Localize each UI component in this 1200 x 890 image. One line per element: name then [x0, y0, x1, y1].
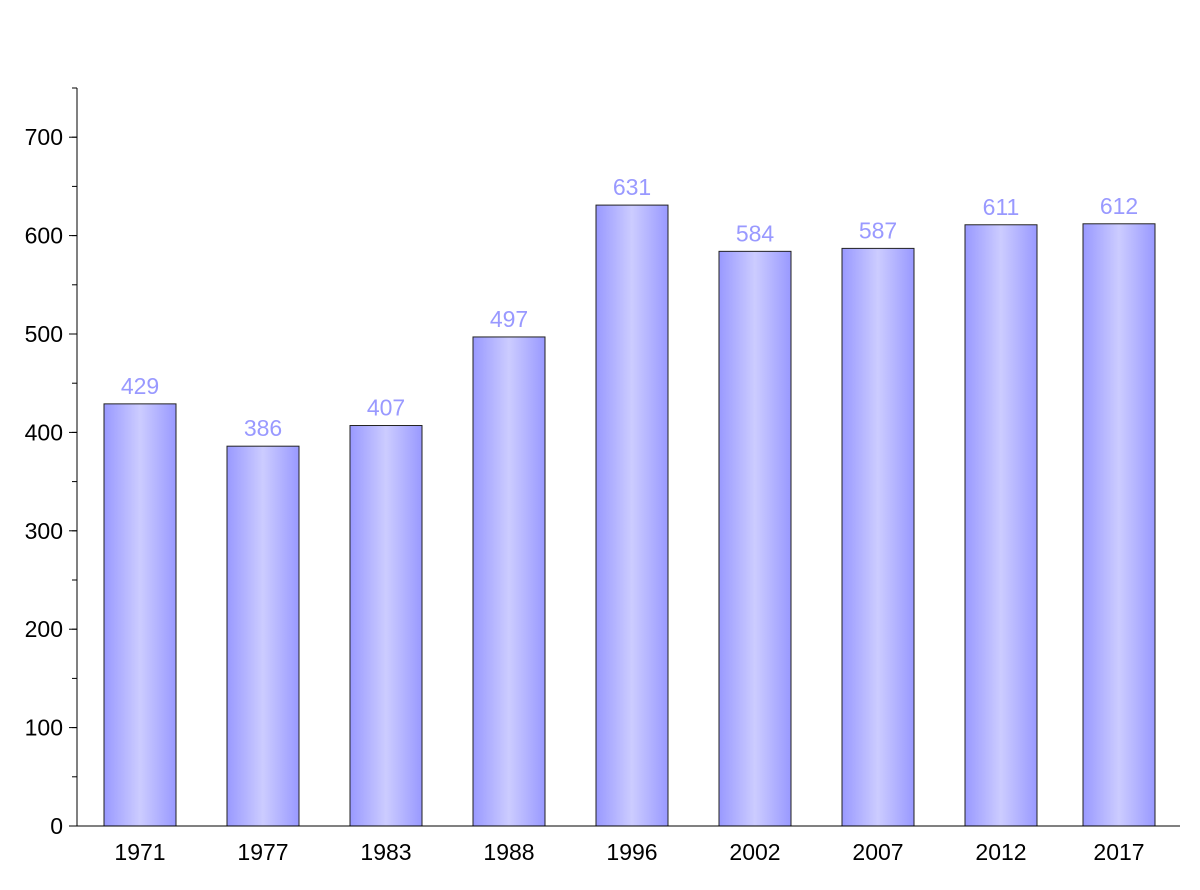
y-tick-label-200: 200 — [25, 616, 63, 642]
bar-2007 — [841, 247, 915, 827]
bar-2012 — [964, 224, 1038, 827]
y-tick-label-600: 600 — [25, 223, 63, 249]
data-label-2007: 587 — [859, 217, 897, 243]
data-label-1996: 631 — [613, 174, 651, 200]
x-tick-label-1971: 1971 — [114, 839, 165, 865]
bar-1983 — [349, 425, 423, 827]
x-tick-label-2012: 2012 — [975, 839, 1026, 865]
bar-1977 — [226, 445, 300, 827]
bars-layer — [103, 204, 1156, 827]
x-tick-label-1977: 1977 — [237, 839, 288, 865]
data-label-2002: 584 — [736, 220, 775, 246]
x-tick-label-1988: 1988 — [483, 839, 534, 865]
y-tick-label-400: 400 — [25, 419, 63, 445]
x-tick-label-1996: 1996 — [606, 839, 657, 865]
bar-1996 — [595, 204, 669, 827]
bar-1971 — [103, 403, 177, 827]
bar-2002 — [718, 250, 792, 827]
x-tick-label-2007: 2007 — [852, 839, 903, 865]
y-tick-label-100: 100 — [25, 715, 63, 741]
labels-layer: 429 1971 386 1977 407 1983 497 1988 631 1996 584 20… — [25, 124, 1145, 865]
bar-2017 — [1082, 223, 1156, 827]
bar-1988 — [472, 336, 546, 827]
x-tick-label-1983: 1983 — [360, 839, 411, 865]
data-label-1988: 497 — [490, 306, 528, 332]
axes-layer — [69, 87, 1180, 827]
x-tick-label-2017: 2017 — [1093, 839, 1144, 865]
data-label-2017: 612 — [1100, 193, 1138, 219]
y-tick-label-500: 500 — [25, 321, 63, 347]
data-label-1977: 386 — [244, 415, 282, 441]
y-tick-label-700: 700 — [25, 124, 63, 150]
data-label-1983: 407 — [367, 395, 405, 421]
data-label-1971: 429 — [121, 373, 159, 399]
data-label-2012: 611 — [983, 194, 1020, 220]
y-tick-label-300: 300 — [25, 518, 63, 544]
x-tick-label-2002: 2002 — [729, 839, 780, 865]
y-tick-label-0: 0 — [50, 813, 63, 839]
